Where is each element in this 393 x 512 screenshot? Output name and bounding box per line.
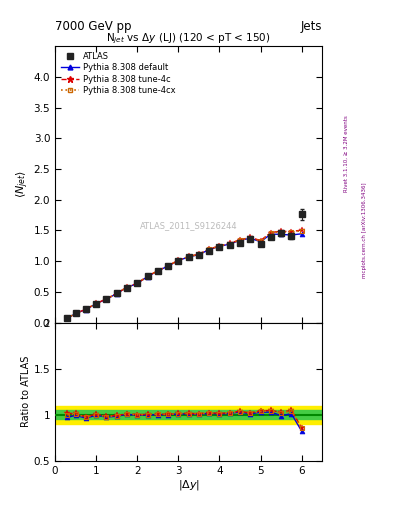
Title: N$_{jet}$ vs $\Delta y$ (LJ) (120 < pT < 150): N$_{jet}$ vs $\Delta y$ (LJ) (120 < pT <… xyxy=(106,32,271,46)
X-axis label: |$\Delta y$|: |$\Delta y$| xyxy=(178,478,200,493)
Y-axis label: $\langle N_{jet}\rangle$: $\langle N_{jet}\rangle$ xyxy=(15,170,31,199)
Legend: ATLAS, Pythia 8.308 default, Pythia 8.308 tune-4c, Pythia 8.308 tune-4cx: ATLAS, Pythia 8.308 default, Pythia 8.30… xyxy=(59,50,178,97)
Text: mcplots.cern.ch [arXiv:1306.3436]: mcplots.cern.ch [arXiv:1306.3436] xyxy=(362,183,367,278)
Text: 7000 GeV pp: 7000 GeV pp xyxy=(55,20,132,33)
Y-axis label: Ratio to ATLAS: Ratio to ATLAS xyxy=(21,356,31,428)
Text: Rivet 3.1.10, ≥ 3.2M events: Rivet 3.1.10, ≥ 3.2M events xyxy=(344,115,349,192)
Text: ATLAS_2011_S9126244: ATLAS_2011_S9126244 xyxy=(140,221,237,230)
Text: Jets: Jets xyxy=(301,20,322,33)
